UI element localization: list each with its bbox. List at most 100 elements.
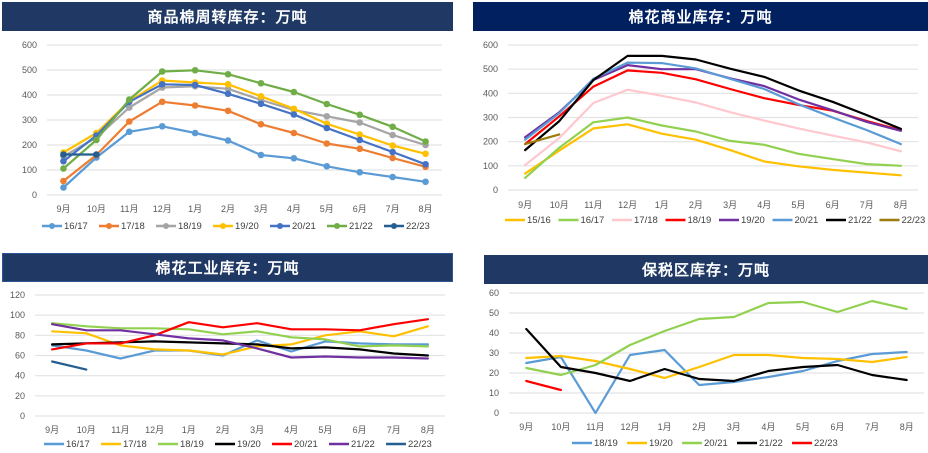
- chart-title: 保税区库存：万吨: [484, 255, 928, 284]
- legend-label: 18/19: [180, 439, 204, 450]
- data-point: [60, 184, 67, 191]
- x-axis: 9月 10月 11月 12月 1月 2月 3月 4月 5月 6月 7月 8月: [56, 204, 432, 214]
- legend-label: 21/22: [759, 438, 783, 449]
- data-point: [125, 128, 133, 136]
- x-tick-label: 6月: [826, 200, 840, 210]
- y-axis: 0 20 40 60 80 100 120: [10, 290, 25, 421]
- x-tick-label: 1月: [655, 200, 669, 210]
- series-16-17: [60, 122, 429, 191]
- data-point: [323, 100, 331, 108]
- x-tick-label: 11月: [111, 425, 129, 435]
- series-20-21: [523, 61, 902, 146]
- data-point: [356, 131, 364, 138]
- x-tick-label: 5月: [796, 422, 810, 432]
- x-tick-label: 2月: [216, 425, 230, 435]
- y-tick-label: 200: [22, 140, 37, 150]
- data-point: [60, 151, 67, 158]
- x-tick-label: 5月: [320, 204, 334, 214]
- legend-item: 17/18: [99, 221, 145, 232]
- gridlines: [508, 44, 918, 191]
- series-20-21: [50, 318, 429, 351]
- x-tick-label: 6月: [831, 422, 845, 432]
- y-tick-label: 400: [22, 90, 37, 100]
- series-line: [523, 54, 902, 152]
- x-tick-label: 7月: [387, 425, 401, 435]
- data-point: [191, 129, 199, 137]
- data-point: [224, 90, 232, 98]
- series-line: [523, 116, 902, 179]
- x-tick-label: 4月: [284, 425, 298, 435]
- data-point: [389, 148, 396, 156]
- series-21-22: [50, 323, 429, 360]
- x-tick-label: 3月: [727, 422, 741, 432]
- x-tick-label: 12月: [618, 200, 637, 210]
- legend: 16/17 17/18 18/19 19/20 20/21 21/22 22/23: [44, 439, 432, 450]
- y-tick-label: 500: [22, 65, 37, 75]
- y-tick-label: 100: [483, 161, 498, 171]
- legend-label: 22/23: [406, 221, 430, 232]
- chart-panel-commercial-cotton-stock: 棉花商业库存：万吨 0 100 200 300 400 500 600 9月 10月 11月 12月…: [473, 2, 928, 240]
- data-point: [93, 151, 100, 158]
- y-tick-label: 400: [483, 88, 498, 98]
- x-tick-label: 6月: [353, 204, 367, 214]
- data-point: [389, 142, 396, 149]
- x-tick-label: 10月: [77, 425, 96, 435]
- x-tick-label: 4月: [757, 200, 771, 210]
- legend-label: 19/20: [237, 439, 261, 450]
- x-tick-label: 5月: [791, 200, 805, 210]
- y-tick-label: 20: [489, 368, 499, 378]
- data-point: [356, 111, 364, 119]
- series-line: [62, 69, 427, 170]
- x-tick-label: 1月: [182, 425, 196, 435]
- x-axis: 9月 10月 11月 12月 1月 2月 3月 4月 5月 6月 7月 8月: [519, 422, 913, 432]
- x-tick-label: 1月: [188, 204, 202, 214]
- data-point: [422, 138, 429, 145]
- data-point: [389, 123, 396, 131]
- x-tick-label: 3月: [254, 204, 268, 214]
- x-tick-label: 8月: [421, 425, 435, 435]
- data-point: [257, 151, 265, 159]
- y-tick-label: 600: [483, 40, 498, 50]
- data-point: [389, 154, 396, 162]
- y-tick-label: 100: [22, 165, 37, 175]
- gridlines: [509, 292, 924, 414]
- series-line: [523, 61, 902, 146]
- data-point: [257, 79, 265, 87]
- legend: 16/17 17/18 18/19 19/20 20/21 21/22 22/23: [42, 221, 430, 232]
- legend-item: 21/22: [826, 215, 872, 226]
- x-tick-label: 10月: [87, 204, 106, 214]
- legend-item: 16/17: [558, 215, 605, 226]
- data-point: [60, 157, 67, 165]
- legend-marker: [220, 223, 226, 229]
- series-18-19: [50, 322, 429, 348]
- y-tick-label: 0: [32, 190, 37, 200]
- legend-label: 16/17: [581, 215, 605, 226]
- legend-item: 18/19: [156, 221, 202, 232]
- data-point: [191, 66, 199, 74]
- legend-item: 20/21: [682, 438, 728, 449]
- y-tick-label: 10: [489, 388, 499, 398]
- series-17-18: [523, 88, 902, 167]
- y-tick-label: 60: [489, 288, 499, 298]
- legend-item: 15/16: [505, 215, 551, 226]
- data-point: [158, 80, 166, 88]
- x-tick-label: 8月: [900, 422, 914, 432]
- series-15-16: [523, 123, 902, 177]
- data-point: [125, 96, 133, 103]
- x-tick-label: 3月: [723, 200, 737, 210]
- y-tick-label: 0: [494, 408, 499, 418]
- y-tick-label: 20: [15, 391, 25, 401]
- data-point: [224, 137, 232, 144]
- data-point: [158, 98, 166, 106]
- x-tick-label: 6月: [353, 425, 367, 435]
- x-tick-label: 4月: [287, 204, 301, 214]
- series-16-17: [50, 339, 429, 360]
- x-tick-label: 2月: [221, 204, 235, 214]
- x-tick-label: 7月: [865, 422, 879, 432]
- data-point: [290, 154, 298, 162]
- series-line: [523, 133, 561, 146]
- legend-label: 19/20: [741, 215, 765, 226]
- y-tick-label: 300: [22, 115, 37, 125]
- legend: 15/16 16/17 17/18 18/19 19/20 20/21 21/22 22/23: [505, 215, 925, 226]
- y-tick-label: 100: [10, 310, 25, 320]
